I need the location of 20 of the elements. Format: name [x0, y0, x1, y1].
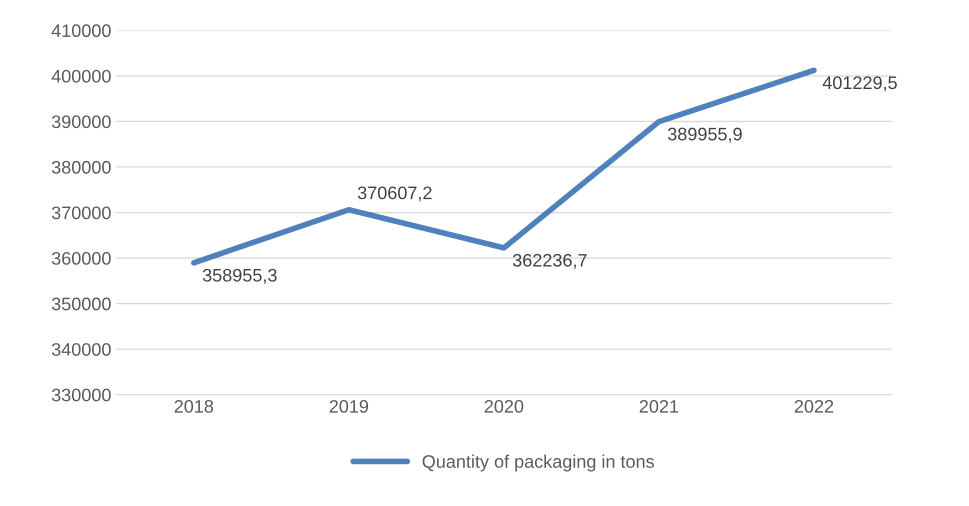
- y-tick-label: 380000: [52, 160, 111, 174]
- data-label: 358955,3: [202, 268, 277, 284]
- data-label: 370607,2: [358, 186, 432, 202]
- y-tick-label: 390000: [52, 115, 111, 128]
- y-tick-label: 350000: [52, 298, 111, 310]
- y-tick-label: 410000: [52, 24, 111, 38]
- y-tick-label: 370000: [52, 206, 111, 220]
- y-tick-label: 360000: [52, 252, 111, 265]
- x-tick-label: 2020: [484, 400, 524, 413]
- x-tick-label: 2019: [330, 400, 368, 413]
- data-label: 362236,7: [512, 254, 587, 269]
- y-tick-label: 340000: [52, 343, 111, 356]
- y-tick-label: 330000: [52, 388, 111, 402]
- x-tick-label: 2018: [174, 400, 214, 413]
- data-label: 401229,5: [822, 76, 897, 92]
- x-tick-label: 2022: [794, 400, 834, 413]
- y-tick-label: 400000: [52, 70, 111, 83]
- legend-label: Quantity of packaging in tons: [422, 454, 654, 472]
- data-label: 389955,9: [668, 128, 742, 143]
- x-tick-label: 2021: [640, 400, 678, 413]
